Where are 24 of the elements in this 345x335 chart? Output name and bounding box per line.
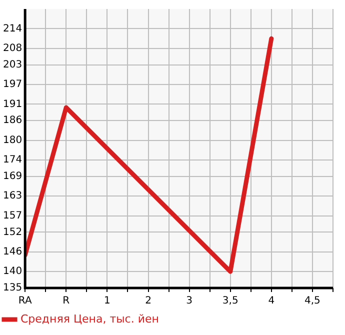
y-tick-label: 140 (2, 266, 22, 278)
y-tick-label: 186 (2, 115, 22, 126)
y-tick-label: 191 (2, 98, 22, 110)
x-tick-label: 4 (268, 296, 275, 307)
y-tick-label: 146 (2, 246, 22, 258)
y-tick-label: 152 (2, 226, 22, 238)
y-tick-label: 157 (2, 210, 22, 222)
y-tick-label: 174 (2, 154, 22, 166)
x-tick-label: RA (18, 296, 32, 307)
y-tick-label: 208 (2, 42, 22, 54)
y-tick-label: 135 (2, 282, 22, 294)
legend-label: Средняя Цена, тыс. йен (20, 312, 159, 326)
y-tick-label: 180 (2, 134, 22, 146)
x-tick-label: 3 (186, 296, 192, 307)
y-tick-label: 214 (2, 23, 22, 34)
x-tick-label: 3,5 (222, 296, 238, 307)
y-tick-label: 203 (2, 59, 22, 70)
x-tick-label: 1 (104, 296, 110, 307)
x-tick-label: 4,5 (304, 296, 320, 307)
x-tick-label: R (62, 296, 70, 307)
y-tick-label: 163 (2, 190, 22, 202)
y-tick-label: 197 (2, 79, 22, 90)
y-tick-label: 169 (2, 170, 22, 182)
x-tick-label: 2 (145, 296, 152, 307)
